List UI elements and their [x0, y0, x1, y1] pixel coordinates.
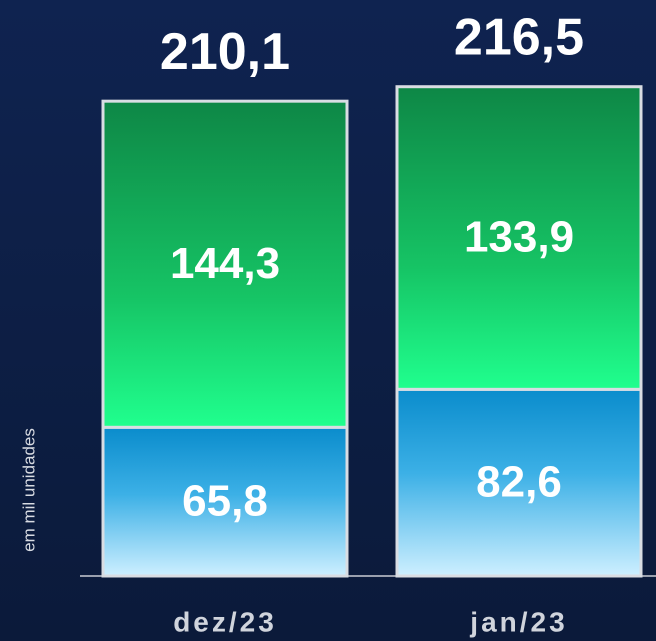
bar-segment [395, 85, 643, 391]
total-label: 210,1 [160, 23, 290, 81]
x-tick-label: jan/23 [469, 606, 567, 637]
value-label: 82,6 [476, 457, 562, 506]
value-label: 144,3 [170, 239, 280, 288]
total-label: 216,5 [454, 8, 584, 66]
bar-segment [101, 425, 349, 578]
y-axis-label: em mil unidades [19, 428, 38, 552]
value-label: 65,8 [182, 476, 268, 525]
value-label: 133,9 [464, 213, 574, 262]
bar-segment [101, 99, 349, 429]
bar-segment [395, 387, 643, 578]
x-tick-label: dez/23 [173, 606, 277, 637]
